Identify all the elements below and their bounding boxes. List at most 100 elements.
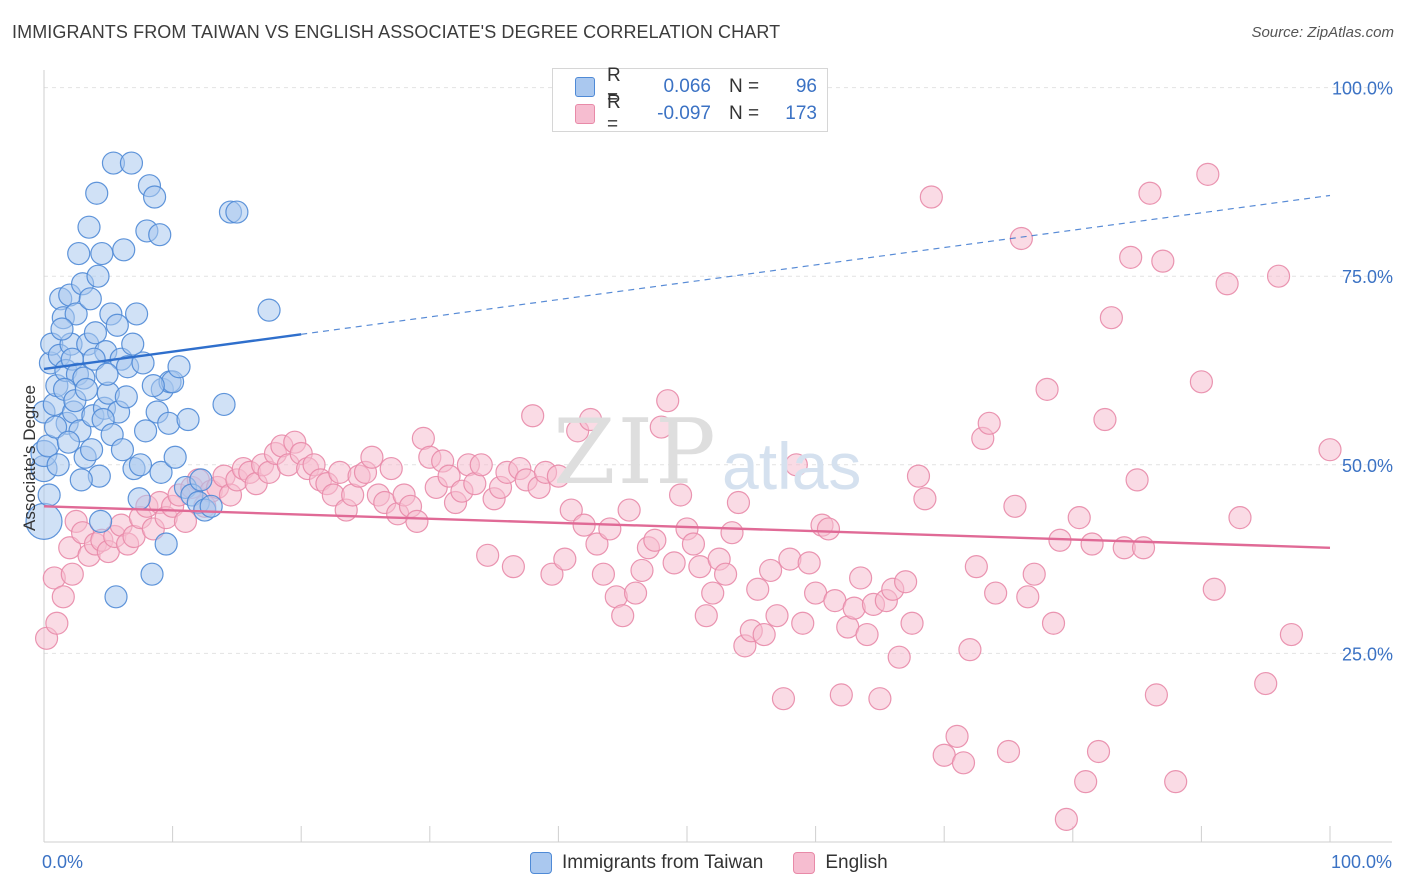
- point-english: [855, 622, 879, 647]
- point-taiwan: [257, 298, 281, 322]
- point-taiwan: [121, 332, 145, 356]
- n-label: N =: [729, 76, 760, 97]
- point-english: [1189, 370, 1214, 394]
- point-taiwan: [95, 362, 119, 386]
- legend-swatch-english: [575, 104, 595, 124]
- legend-swatch-taiwan: [575, 77, 595, 97]
- point-english: [328, 460, 352, 484]
- point-taiwan: [176, 407, 200, 432]
- point-english: [521, 404, 545, 428]
- point-english: [996, 739, 1021, 764]
- point-taiwan: [142, 185, 167, 209]
- point-english: [829, 683, 853, 707]
- point-taiwan: [88, 509, 113, 533]
- legend-item-taiwan[interactable]: Immigrants from Taiwan: [530, 852, 763, 874]
- point-english: [1138, 181, 1162, 205]
- point-english: [713, 562, 738, 586]
- point-english: [816, 517, 841, 541]
- point-taiwan: [67, 241, 91, 266]
- n-value: 173: [785, 103, 817, 124]
- point-english: [1054, 807, 1078, 831]
- point-taiwan: [124, 302, 149, 326]
- point-taiwan: [141, 373, 165, 398]
- legend-item-english[interactable]: English: [793, 852, 888, 874]
- point-taiwan: [199, 494, 223, 518]
- watermark-atlas: atlas: [722, 429, 862, 503]
- point-taiwan: [114, 385, 138, 409]
- point-english: [623, 581, 648, 605]
- y-tick-label: 75.0%: [1342, 267, 1393, 287]
- point-english: [173, 509, 198, 533]
- point-english: [585, 532, 609, 556]
- series-legend: Immigrants from Taiwan English: [530, 852, 918, 874]
- point-taiwan: [225, 200, 249, 224]
- point-english: [694, 604, 718, 628]
- y-tick-labels: 25.0% 50.0% 75.0% 100.0%: [1332, 79, 1393, 665]
- point-english: [1144, 683, 1168, 707]
- point-taiwan: [77, 215, 101, 239]
- point-english: [649, 415, 673, 439]
- y-axis-label: Associate's Degree: [20, 385, 39, 531]
- point-taiwan: [133, 419, 158, 443]
- point-english: [405, 509, 429, 533]
- point-english: [681, 532, 706, 556]
- point-english: [51, 585, 75, 609]
- point-english: [1125, 468, 1149, 492]
- point-english: [900, 611, 924, 635]
- point-english: [611, 604, 635, 628]
- source-label: Source: ZipAtlas.com: [1251, 24, 1394, 41]
- point-english: [591, 562, 616, 586]
- point-english: [951, 751, 976, 775]
- stats-legend-row-english: R = -0.097 N = 173: [553, 92, 817, 135]
- point-taiwan: [127, 487, 151, 511]
- point-taiwan: [140, 562, 164, 586]
- point-english: [945, 724, 969, 748]
- point-english: [379, 456, 403, 481]
- axes: [43, 70, 1392, 843]
- point-english: [1164, 770, 1188, 794]
- point-taiwan: [83, 321, 108, 345]
- n-value: 96: [795, 76, 817, 97]
- point-english: [1254, 671, 1278, 696]
- point-english: [720, 521, 744, 545]
- point-english: [1093, 407, 1117, 432]
- r-label: R =: [607, 65, 621, 108]
- point-english: [1151, 249, 1175, 273]
- point-english: [913, 487, 937, 511]
- trend-line-english: [43, 505, 1331, 549]
- point-english: [643, 528, 667, 552]
- point-english: [758, 558, 783, 583]
- point-english: [784, 453, 808, 477]
- point-taiwan: [85, 181, 109, 205]
- legend-swatch-taiwan: [530, 852, 552, 874]
- point-english: [45, 611, 69, 635]
- point-english: [746, 577, 770, 601]
- point-english: [1279, 622, 1304, 647]
- point-english: [765, 604, 789, 628]
- point-english: [630, 558, 654, 583]
- point-english: [797, 551, 821, 575]
- point-taiwan: [64, 302, 88, 326]
- point-taiwan: [37, 483, 61, 507]
- point-taiwan: [78, 287, 102, 311]
- y-tick-label: 25.0%: [1342, 644, 1393, 664]
- point-english: [778, 547, 802, 571]
- point-english: [476, 543, 500, 567]
- point-english: [662, 551, 686, 575]
- point-english: [437, 464, 461, 488]
- point-english: [668, 483, 693, 507]
- point-taiwan: [46, 453, 70, 477]
- point-english: [553, 547, 577, 571]
- point-taiwan: [56, 430, 81, 454]
- point-english: [1086, 739, 1111, 764]
- point-english: [1228, 506, 1252, 530]
- point-english: [791, 611, 815, 635]
- point-taiwan: [74, 377, 99, 401]
- point-english: [1099, 306, 1123, 330]
- point-english: [887, 645, 911, 669]
- x-tick-label-max: 100.0%: [1330, 852, 1392, 872]
- legend-label-english: English: [825, 852, 888, 873]
- point-english: [1215, 272, 1239, 296]
- point-taiwan: [189, 468, 213, 492]
